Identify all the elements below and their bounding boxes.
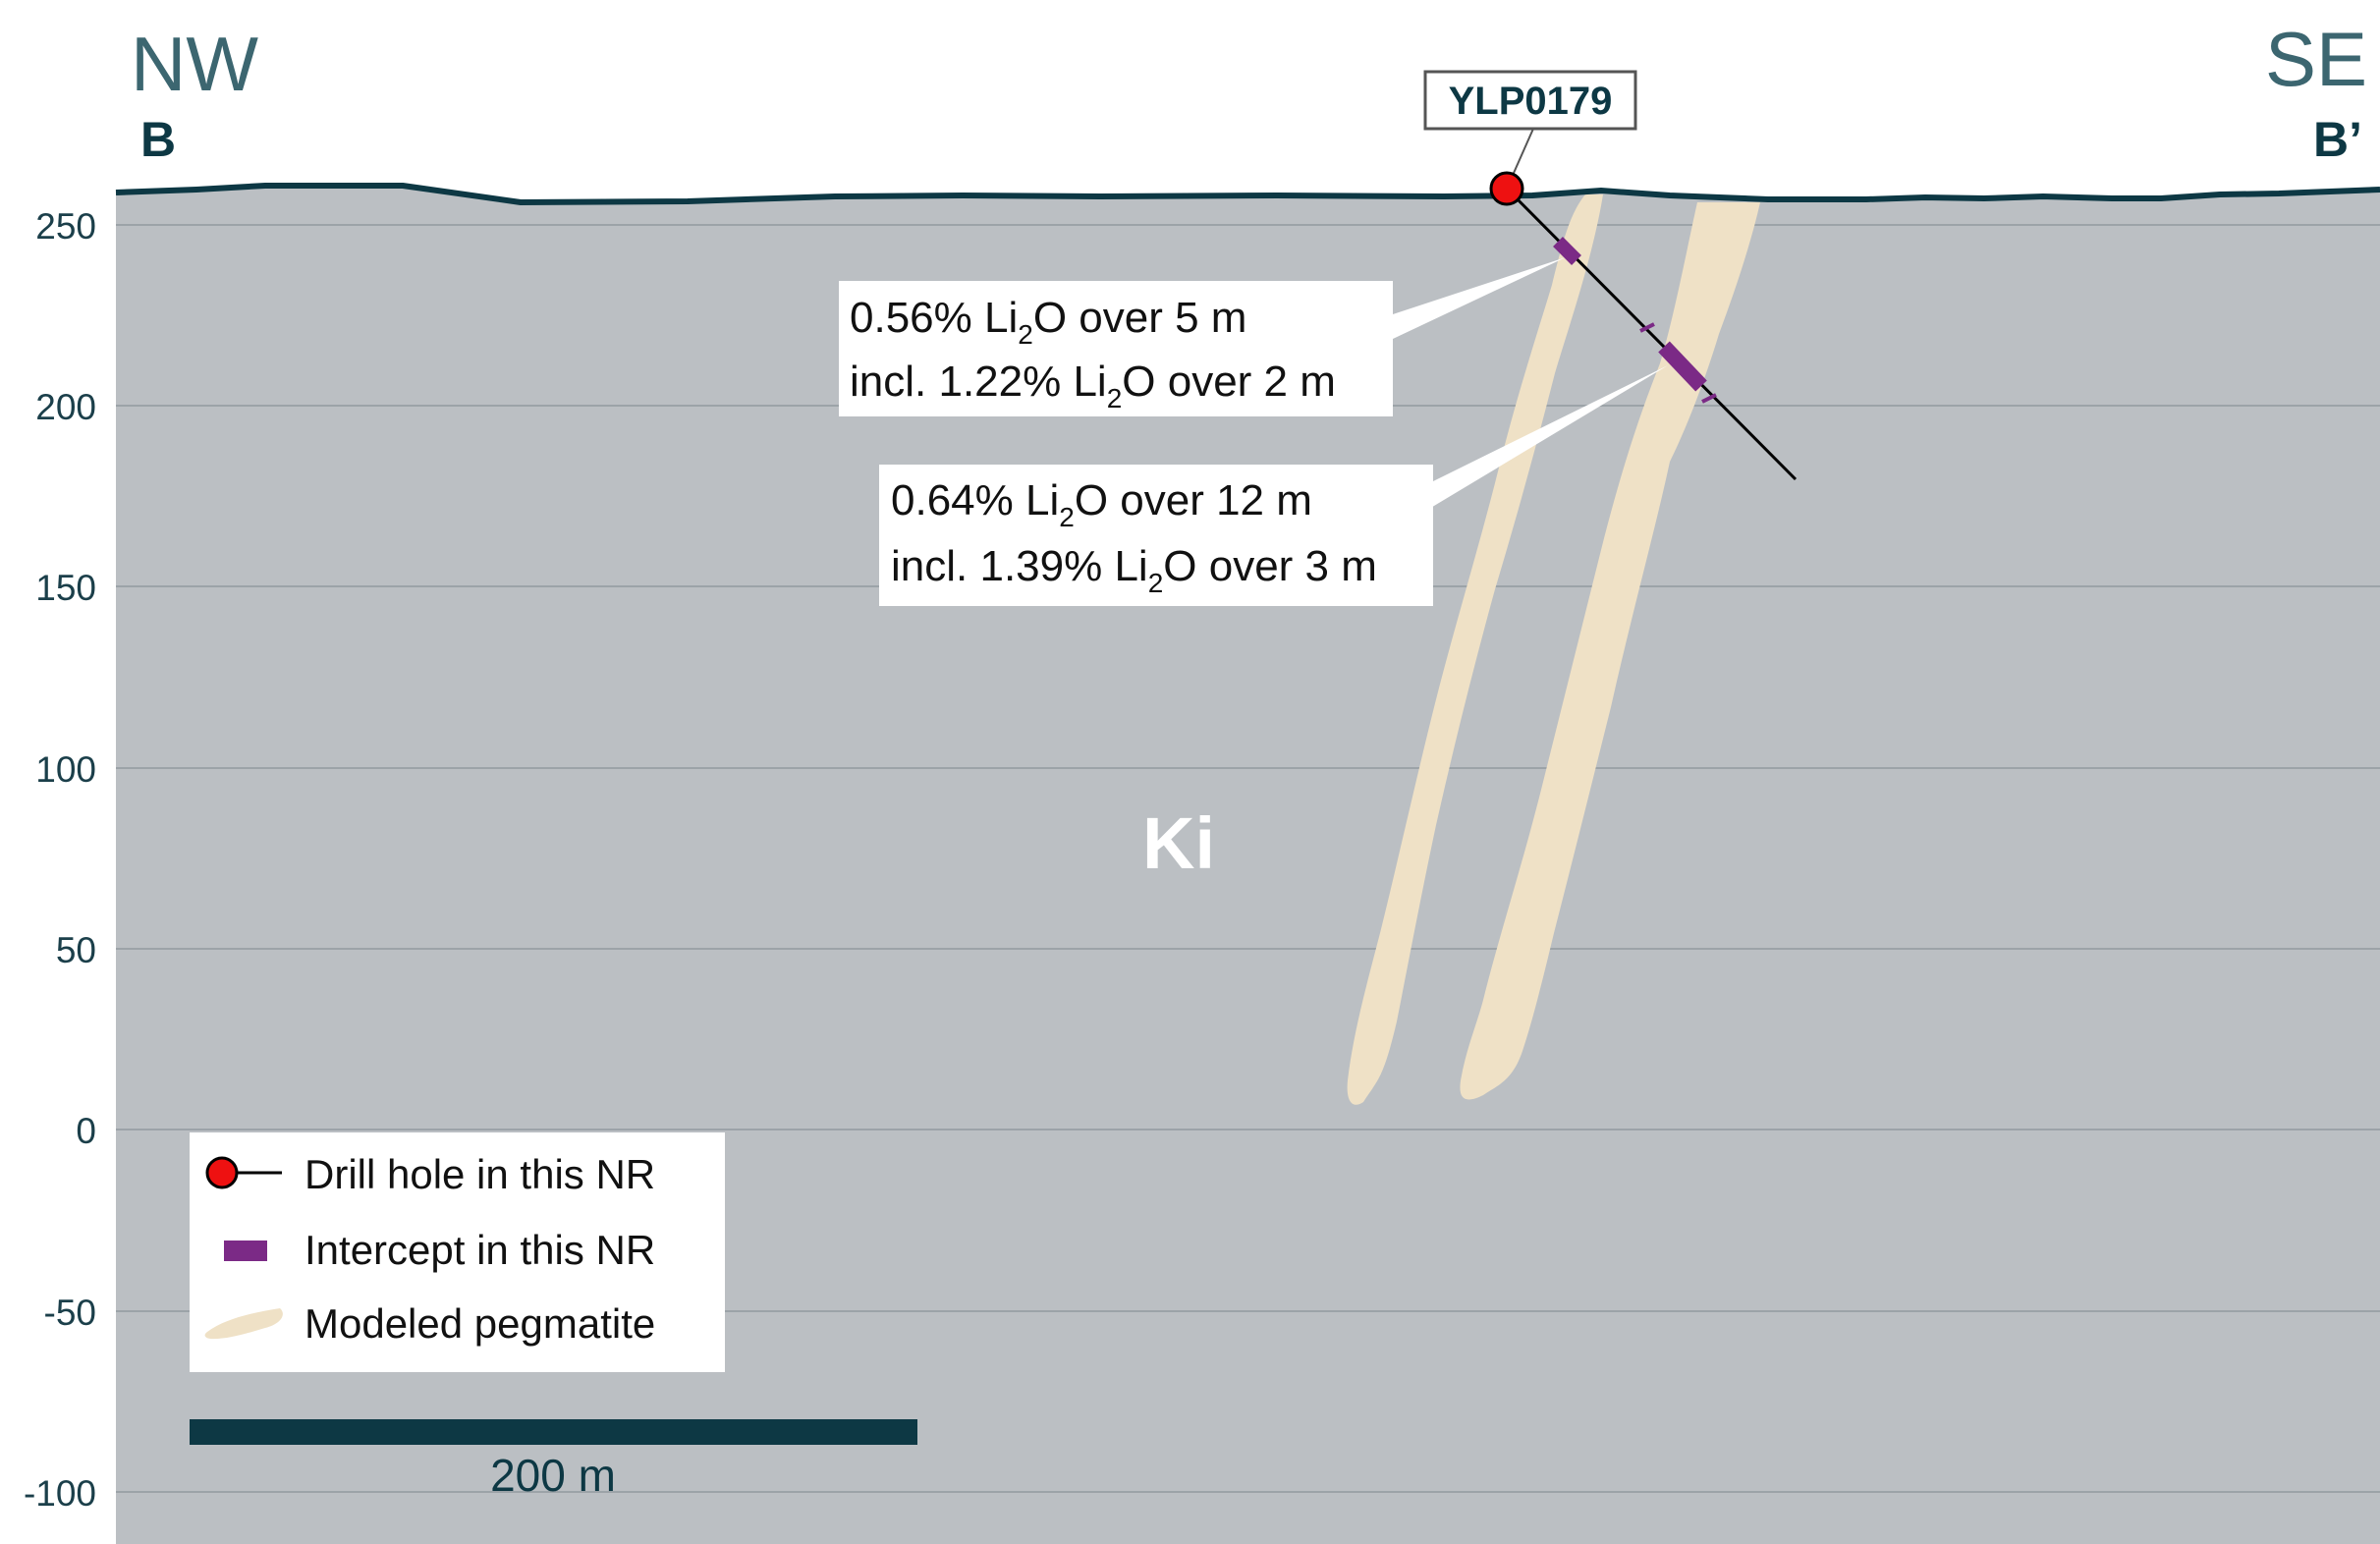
direction-left: NW bbox=[131, 21, 258, 107]
tick-label: 50 bbox=[56, 930, 96, 970]
intercept-1-line1: 0.56% Li2O over 5 m bbox=[850, 294, 1246, 350]
topography-line bbox=[115, 183, 2380, 205]
intercept-icon bbox=[224, 1241, 267, 1261]
intercept-1-line2: incl. 1.22% Li2O over 2 m bbox=[850, 358, 1336, 414]
drill-tick-2 bbox=[1701, 393, 1717, 404]
elevation-axis: 250 200 150 100 50 0 -50 -100 bbox=[24, 206, 96, 1514]
rock-unit-label: Ki bbox=[1142, 802, 1215, 884]
intercept-bar-1 bbox=[1553, 237, 1581, 265]
drill-collar-icon bbox=[1489, 171, 1524, 206]
pegmatite-dyke-east bbox=[1460, 202, 1760, 1100]
tick-label: -50 bbox=[44, 1293, 96, 1333]
intercept-callout-2 bbox=[879, 465, 1433, 606]
callout-pointer-1 bbox=[1393, 257, 1566, 339]
tick-label: 250 bbox=[35, 206, 96, 247]
tick-label: 0 bbox=[76, 1111, 96, 1151]
pegmatite-icon bbox=[204, 1308, 283, 1340]
section-end-label: B’ bbox=[2313, 112, 2362, 167]
drill-hole-label-box bbox=[1423, 70, 1637, 131]
drill-hole-trace bbox=[1505, 187, 1798, 481]
drill-hole-label: YLP0179 bbox=[1449, 80, 1613, 123]
legend-label-drill-hole: Drill hole in this NR bbox=[304, 1151, 655, 1197]
legend-label-intercept: Intercept in this NR bbox=[304, 1227, 655, 1273]
intercept-bar-2 bbox=[1658, 341, 1707, 392]
intercept-callout-1 bbox=[839, 281, 1393, 416]
pegmatite-dyke-west bbox=[1347, 194, 1603, 1105]
legend: Drill hole in this NR Intercept in this … bbox=[190, 1132, 725, 1372]
intercept-2-line2: incl. 1.39% Li2O over 3 m bbox=[891, 542, 1377, 598]
scale-bar-label: 200 m bbox=[490, 1450, 616, 1501]
section-start-label: B bbox=[140, 112, 176, 167]
tick-label: 100 bbox=[35, 749, 96, 790]
tick-label: 200 bbox=[35, 387, 96, 427]
callout-pointer-2 bbox=[1429, 365, 1668, 509]
intercept-2-line1: 0.64% Li2O over 12 m bbox=[891, 476, 1312, 532]
legend-label-pegmatite: Modeled pegmatite bbox=[304, 1300, 655, 1347]
tick-label: 150 bbox=[35, 568, 96, 608]
scale-bar bbox=[190, 1419, 917, 1445]
drill-tick-1 bbox=[1639, 322, 1655, 333]
drill-hole-icon bbox=[205, 1156, 239, 1189]
direction-right: SE bbox=[2265, 16, 2367, 102]
tick-label: -100 bbox=[24, 1473, 96, 1514]
